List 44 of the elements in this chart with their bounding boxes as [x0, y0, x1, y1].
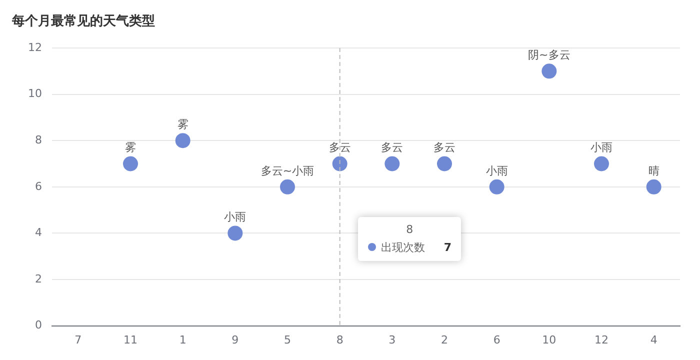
x-tick-label: 10 — [542, 333, 556, 346]
x-tick-label: 4 — [650, 333, 658, 346]
point — [280, 179, 295, 194]
x-tick-label: 2 — [441, 333, 448, 346]
x-tick-label: 1 — [179, 333, 186, 346]
x-tick-label: 11 — [123, 333, 138, 346]
data-label: 小雨 — [590, 141, 612, 154]
y-tick-label: 6 — [34, 180, 42, 193]
point — [332, 156, 348, 172]
x-tick-label: 5 — [284, 333, 291, 346]
x-tick-label: 6 — [493, 333, 500, 346]
point — [594, 156, 609, 172]
data-label: 多云 — [434, 141, 456, 154]
y-tick-label: 4 — [34, 226, 42, 240]
x-tick-label: 7 — [74, 333, 82, 346]
data-label: 多云 — [328, 141, 351, 154]
y-tick-label: 0 — [34, 318, 42, 332]
data-label: 多云 — [381, 141, 404, 154]
data-label: 多云~小雨 — [260, 164, 314, 178]
x-tick-label: 12 — [594, 333, 608, 346]
data-label: 小雨 — [224, 210, 246, 224]
x-tick-label: 3 — [388, 333, 396, 346]
point — [646, 179, 662, 194]
data-label: 雾 — [124, 141, 136, 154]
data-label: 阴~多云 — [528, 48, 570, 62]
point — [489, 179, 504, 194]
point — [384, 156, 400, 172]
chart-title: 每个月最常见的天气类型 — [12, 13, 155, 30]
point — [175, 133, 190, 148]
point — [542, 64, 557, 79]
x-tick-label: 9 — [232, 333, 239, 346]
y-tick-label: 8 — [34, 133, 42, 146]
tooltip: 8 出现次数 7 — [358, 216, 462, 261]
y-tick-label: 12 — [28, 40, 42, 54]
point — [228, 226, 243, 241]
data-label: 小雨 — [486, 164, 508, 178]
point — [123, 156, 138, 172]
point — [437, 156, 452, 172]
x-tick-label: 8 — [336, 333, 344, 346]
data-label: 晴 — [648, 164, 660, 178]
data-label: 雾 — [177, 118, 188, 131]
y-tick-label: 2 — [34, 272, 42, 286]
legend-label: 出现次数 — [380, 240, 425, 255]
y-tick-label: 10 — [28, 87, 42, 100]
